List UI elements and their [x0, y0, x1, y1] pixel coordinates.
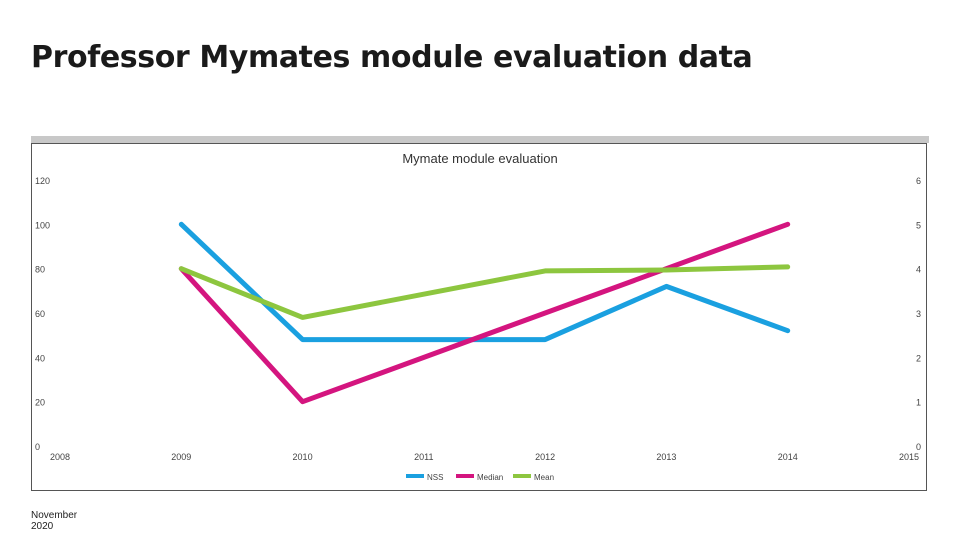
y2-tick-label-2: 2 [916, 353, 921, 363]
y-tick-label-3: 60 [35, 309, 45, 319]
y-tick-label-1: 20 [35, 398, 45, 408]
y-tick-label-6: 120 [35, 176, 50, 186]
slide-title: Professor Mymates module evaluation data [31, 40, 753, 75]
series-line-mean [178, 264, 791, 320]
y2-tick-label-1: 1 [916, 398, 921, 408]
x-tick-label-4: 2012 [535, 452, 555, 462]
y2-tick-label-3: 3 [916, 309, 921, 319]
y-tick-label-2: 40 [35, 353, 45, 363]
x-tick-label-6: 2014 [778, 452, 798, 462]
legend-swatch-mean [513, 474, 531, 478]
y-tick-label-4: 80 [35, 265, 45, 275]
x-tick-label-0: 2008 [50, 452, 70, 462]
y2-tick-label-5: 5 [916, 220, 921, 230]
legend-label-nss: NSS [427, 473, 443, 482]
title-divider [31, 136, 929, 143]
x-tick-label-3: 2011 [414, 452, 433, 462]
legend: NSS Median Mean [406, 473, 554, 482]
x-tick-label-2: 2010 [293, 452, 313, 462]
y-tick-label-0: 0 [35, 442, 40, 452]
x-tick-label-7: 2015 [899, 452, 919, 462]
legend-swatch-median [456, 474, 474, 478]
series-lines [178, 221, 791, 405]
legend-label-mean: Mean [534, 473, 554, 482]
chart-title: Mymate module evaluation [402, 151, 557, 166]
legend-label-median: Median [477, 473, 503, 482]
x-tick-label-5: 2013 [656, 452, 676, 462]
footer-date: November 2020 [31, 510, 78, 532]
series-line-median [178, 221, 791, 405]
y-tick-label-5: 100 [35, 220, 50, 230]
y2-tick-label-4: 4 [916, 265, 921, 275]
x-tick-label-1: 2009 [171, 452, 191, 462]
y2-tick-label-0: 0 [916, 442, 921, 452]
chart-frame [31, 143, 927, 491]
axes: 0 20 40 60 80 100 120 0 1 2 3 4 5 6 2008 2009 2010 2011 20… [35, 176, 921, 462]
legend-swatch-nss [406, 474, 424, 478]
y2-tick-label-6: 6 [916, 176, 921, 186]
